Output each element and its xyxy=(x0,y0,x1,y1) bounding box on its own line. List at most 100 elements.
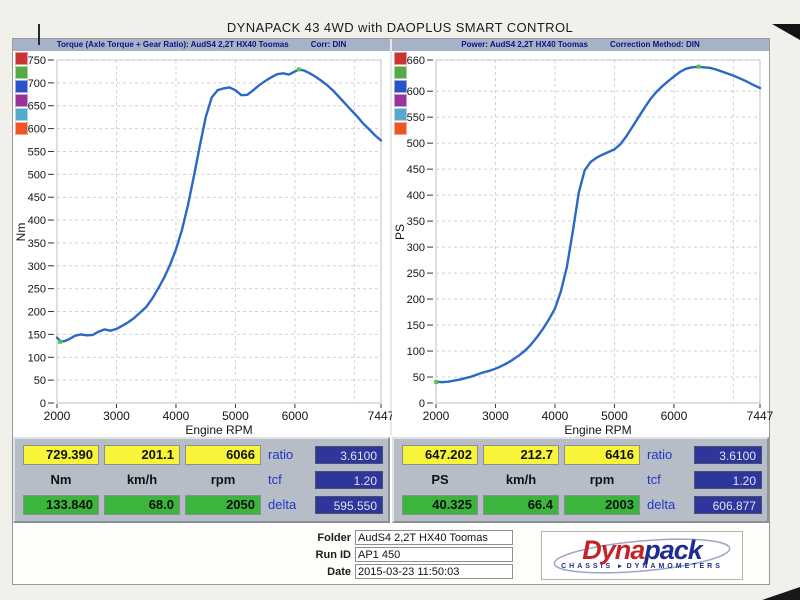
footer: Folder Run ID Date Dynapack CHASSIS ▸ DY… xyxy=(13,527,769,584)
legend-swatch xyxy=(15,80,28,93)
svg-text:0: 0 xyxy=(40,398,46,410)
date-input[interactable] xyxy=(355,564,513,579)
torque-chart-body: 0 50 100 150 200 250 300 350 400 450 500 550 600 650 7… xyxy=(13,51,395,437)
svg-text:Engine RPM: Engine RPM xyxy=(564,423,631,437)
svg-text:700: 700 xyxy=(28,78,46,90)
legend-swatch xyxy=(394,94,407,107)
power-max-value: 647.202 xyxy=(402,445,478,465)
readouts-row: 729.390 201.1 6066 ratio 3.6100 Nm km/h … xyxy=(13,435,769,527)
torque-readout-panel: 729.390 201.1 6066 ratio 3.6100 Nm km/h … xyxy=(13,437,390,523)
torque-min-speed: 68.0 xyxy=(104,495,180,515)
svg-text:300: 300 xyxy=(407,242,425,254)
folder-label: Folder xyxy=(317,531,351,544)
torque-min-rpm: 2050 xyxy=(185,495,261,515)
svg-text:Engine RPM: Engine RPM xyxy=(185,423,252,437)
torque-chart-svg: 0 50 100 150 200 250 300 350 400 450 500 550 600 650 7… xyxy=(14,55,395,437)
delta-label: delta xyxy=(647,497,676,512)
power-correction-label: Correction Method: DIN xyxy=(609,40,700,49)
ratio-value[interactable]: 3.6100 xyxy=(694,446,762,464)
svg-text:2000: 2000 xyxy=(44,409,71,423)
svg-text:200: 200 xyxy=(28,307,46,319)
speed-unit-label: km/h xyxy=(505,472,537,487)
power-readout-panel: 647.202 212.7 6416 ratio 3.6100 PS km/h … xyxy=(392,437,769,523)
torque-chart-title: Torque (Axle Torque + Gear Ratio): AudS4… xyxy=(56,40,289,49)
svg-text:5000: 5000 xyxy=(601,409,628,423)
rpm-unit-label: rpm xyxy=(210,472,236,487)
legend-swatch xyxy=(15,94,28,107)
power-legend-swatches xyxy=(394,52,407,136)
power-max-speed: 212.7 xyxy=(483,445,559,465)
legend-swatch xyxy=(394,66,407,79)
torque-chart-header: Torque (Axle Torque + Gear Ratio): AudS4… xyxy=(13,39,390,51)
svg-text:5000: 5000 xyxy=(222,409,249,423)
svg-text:150: 150 xyxy=(28,329,46,341)
ratio-value[interactable]: 3.6100 xyxy=(315,446,383,464)
torque-min-value: 133.840 xyxy=(23,495,99,515)
delta-value: 606.877 xyxy=(694,496,762,514)
power-max-rpm: 6416 xyxy=(564,445,640,465)
svg-text:7447: 7447 xyxy=(747,409,774,423)
folder-input[interactable] xyxy=(355,530,513,545)
svg-text:3000: 3000 xyxy=(103,409,130,423)
power-min-speed: 66.4 xyxy=(483,495,559,515)
svg-text:4000: 4000 xyxy=(542,409,569,423)
speed-unit-label: km/h xyxy=(126,472,158,487)
svg-text:50: 50 xyxy=(34,375,46,387)
svg-text:400: 400 xyxy=(407,190,425,202)
torque-chart-panel: Torque (Axle Torque + Gear Ratio): AudS4… xyxy=(13,39,395,437)
svg-text:450: 450 xyxy=(28,192,46,204)
logo-triangle-icon: ▸ xyxy=(618,563,622,570)
tcf-label: tcf xyxy=(647,472,661,487)
logo-dynamometers-text: DYNAMOMETERS xyxy=(626,563,723,570)
power-chart-title: Power: AudS4 2,2T HX40 Toomas xyxy=(461,40,588,49)
ratio-label: ratio xyxy=(268,447,294,462)
torque-unit-label: Nm xyxy=(50,472,72,487)
svg-text:600: 600 xyxy=(407,86,425,98)
run-id-input[interactable] xyxy=(355,547,513,562)
svg-text:250: 250 xyxy=(28,284,46,296)
torque-max-rpm: 6066 xyxy=(185,445,261,465)
svg-text:650: 650 xyxy=(28,101,46,113)
run-id-label: Run ID xyxy=(315,548,351,561)
svg-text:4000: 4000 xyxy=(163,409,190,423)
svg-text:550: 550 xyxy=(28,146,46,158)
logo-swoosh-ellipse xyxy=(553,538,731,574)
tcf-value[interactable]: 1.20 xyxy=(315,471,383,489)
svg-text:0: 0 xyxy=(419,398,425,410)
main-frame: Torque (Axle Torque + Gear Ratio): AudS4… xyxy=(12,38,774,585)
svg-text:2000: 2000 xyxy=(423,409,450,423)
svg-text:100: 100 xyxy=(28,352,46,364)
svg-text:250: 250 xyxy=(407,268,425,280)
run-info-fields: Folder Run ID Date xyxy=(303,530,513,581)
scan-artifact-left-line xyxy=(38,24,40,45)
svg-text:400: 400 xyxy=(28,215,46,227)
power-chart-body: 0 50 100 150 200 250 300 350 400 450 500 550 600 660 2… xyxy=(392,51,774,437)
legend-swatch xyxy=(15,52,28,65)
torque-legend-swatches xyxy=(15,52,28,136)
scan-artifact-bottom-right xyxy=(762,587,800,600)
svg-text:600: 600 xyxy=(28,124,46,136)
svg-text:50: 50 xyxy=(413,372,425,384)
svg-text:660: 660 xyxy=(407,55,425,67)
power-chart-panel: Power: AudS4 2,2T HX40 Toomas Correction… xyxy=(392,39,774,437)
svg-text:150: 150 xyxy=(407,320,425,332)
charts-row: Torque (Axle Torque + Gear Ratio): AudS4… xyxy=(13,39,774,437)
svg-text:PS: PS xyxy=(393,224,407,240)
tcf-value[interactable]: 1.20 xyxy=(694,471,762,489)
logo-dyna-text: Dyna xyxy=(582,535,645,565)
svg-text:300: 300 xyxy=(28,261,46,273)
page-title: DYNAPACK 43 4WD with DAOPLUS SMART CONTR… xyxy=(226,20,574,35)
power-chart-svg: 0 50 100 150 200 250 300 350 400 450 500 550 600 660 2… xyxy=(393,55,774,437)
rpm-unit-label: rpm xyxy=(589,472,615,487)
svg-text:750: 750 xyxy=(28,55,46,67)
svg-text:200: 200 xyxy=(407,294,425,306)
svg-text:Nm: Nm xyxy=(14,223,28,242)
ratio-label: ratio xyxy=(647,447,673,462)
svg-text:450: 450 xyxy=(407,164,425,176)
delta-label: delta xyxy=(268,497,297,512)
delta-value: 595.550 xyxy=(315,496,383,514)
svg-text:100: 100 xyxy=(407,346,425,358)
legend-swatch xyxy=(15,66,28,79)
svg-text:6000: 6000 xyxy=(282,409,309,423)
svg-text:3000: 3000 xyxy=(482,409,509,423)
